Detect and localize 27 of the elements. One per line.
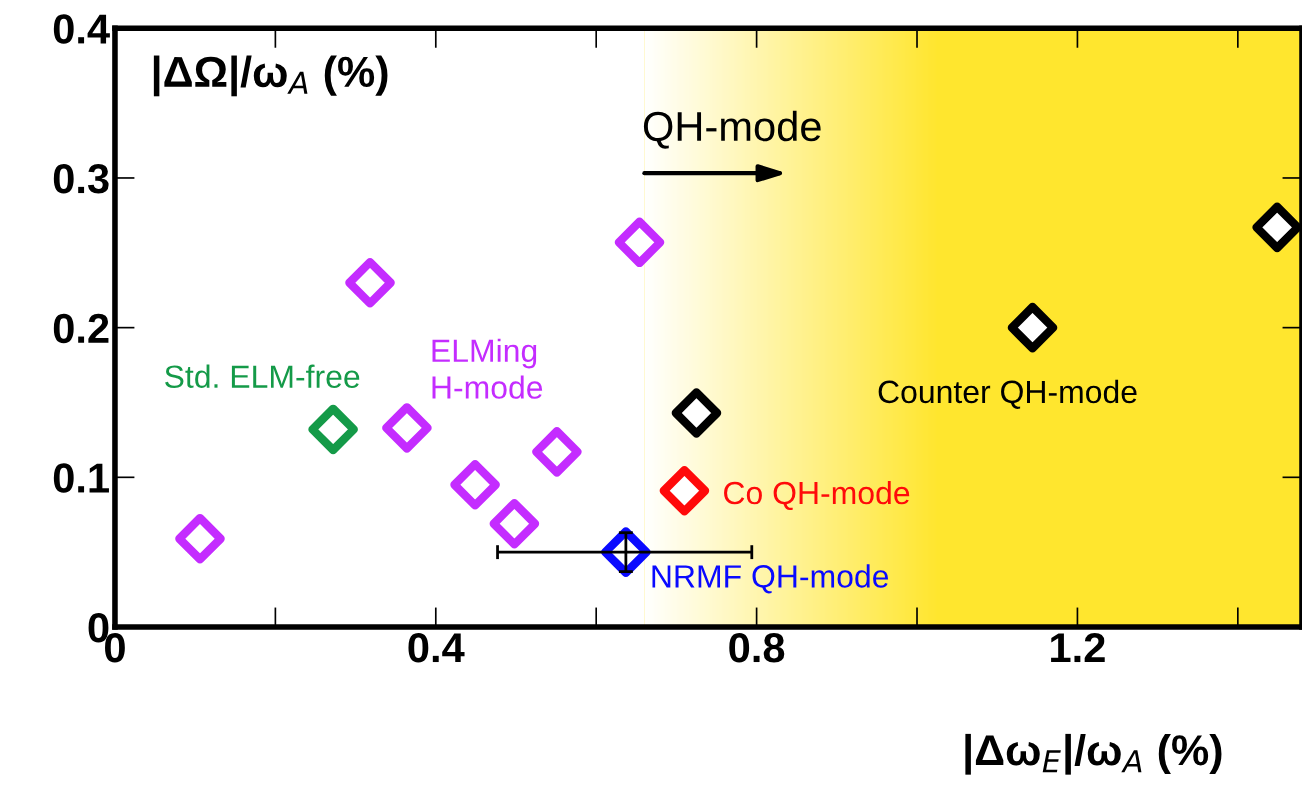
point [1007,302,1058,353]
y-axis-title: |ΔΩ|/ω$_{A}$ (%) [153,55,388,97]
annotation: QH-mode [643,110,821,149]
point [532,427,582,477]
series-label: Counter QH-mode [878,379,1137,409]
y-tick-label: 0.3 [53,163,109,194]
point [308,404,358,455]
series-label: Co QH-mode [724,480,910,511]
point [489,498,540,549]
x-tick-label: 0.8 [729,632,785,663]
y-tick-label: 0.1 [53,463,109,493]
y-tick-label: 0.2 [53,313,109,344]
point [671,388,722,438]
point [382,403,432,453]
point [659,465,710,516]
point [614,217,665,268]
x-tick-label: 0.4 [408,632,465,663]
x-tick-label: 1.2 [1051,632,1105,663]
x-axis-title: |Δω$_{E}$|/ω$_{A}$ (%) [965,733,1222,775]
series-label: NRMF QH-mode [652,564,889,594]
y-tick-label: 0.4 [53,14,110,44]
point [450,460,500,510]
point [345,257,395,308]
point [175,513,225,564]
series-label: Std. ELM-free [165,364,360,388]
series-label: ELMing H-mode [432,338,543,399]
point [1252,202,1302,253]
